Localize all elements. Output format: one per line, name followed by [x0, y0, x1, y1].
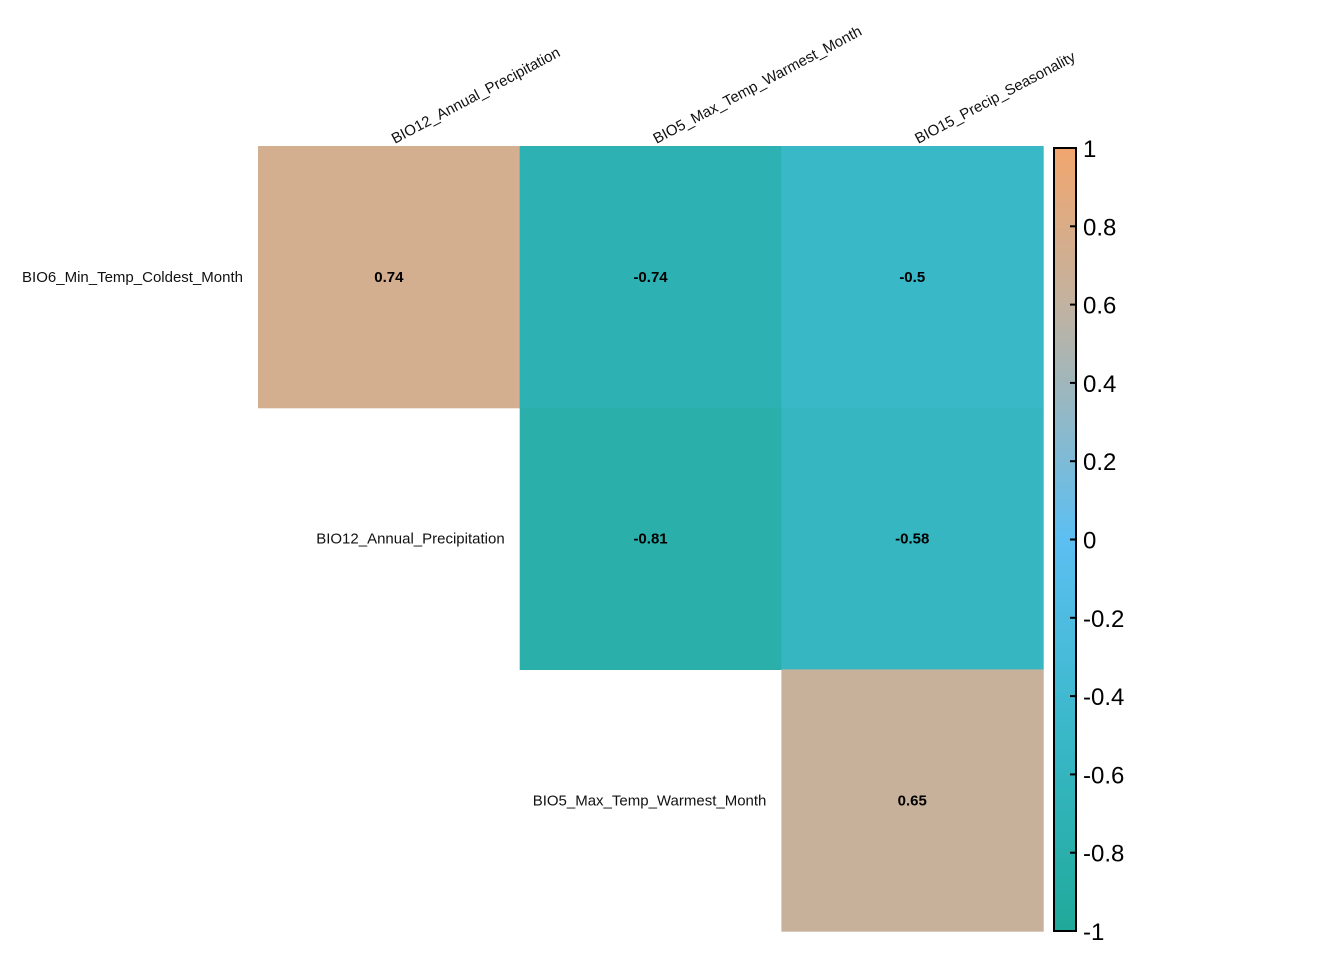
colorbar-tick-label: -0.2 — [1083, 606, 1124, 633]
colorbar-tick-label: 0.6 — [1083, 293, 1116, 320]
heatmap-cell — [781, 146, 1044, 409]
colorbar-tick-label: 0.2 — [1083, 449, 1116, 476]
colorbar-tick-label: 0 — [1083, 528, 1096, 555]
colorbar-tick-label: 0.4 — [1083, 371, 1116, 398]
cell-value-label: -0.74 — [633, 269, 668, 286]
heatmap-cell — [781, 669, 1044, 932]
heatmap-cell — [519, 407, 782, 670]
heatmap-cells: 0.74 -0.74 -0.5 -0.81 -0.58 0.65 — [258, 146, 1044, 932]
cell-value-label: 0.65 — [898, 792, 927, 809]
row-label: BIO5_Max_Temp_Warmest_Month — [533, 792, 767, 809]
column-labels: BIO12_Annual_Precipitation BIO5_Max_Temp_… — [389, 23, 1079, 148]
colorbar-tick-label: -1 — [1083, 919, 1104, 946]
heatmap-cell — [781, 407, 1044, 670]
column-label: BIO15_Precip_Seasonality — [912, 48, 1079, 147]
cell-value-label: 0.74 — [374, 269, 404, 286]
colorbar-tick-label: -0.6 — [1083, 762, 1124, 789]
colorbar-tick-label: 0.8 — [1083, 214, 1116, 241]
colorbar: 1 0.8 0.6 0.4 0.2 0 -0.2 -0.4 -0.6 -0.8 -1 — [1053, 136, 1124, 946]
cell-value-label: -0.81 — [633, 531, 667, 548]
cell-value-label: -0.58 — [895, 531, 929, 548]
colorbar-tick-label: -0.4 — [1083, 684, 1124, 711]
column-label: BIO5_Max_Temp_Warmest_Month — [650, 23, 864, 148]
row-label: BIO6_Min_Temp_Coldest_Month — [22, 269, 243, 286]
heatmap-cell — [258, 146, 521, 409]
cell-value-label: -0.5 — [899, 269, 925, 286]
colorbar-tick-label: 1 — [1083, 136, 1096, 163]
column-label: BIO12_Annual_Precipitation — [389, 44, 563, 147]
heatmap-cell — [519, 146, 782, 409]
colorbar-tick-label: -0.8 — [1083, 841, 1124, 868]
row-labels: BIO6_Min_Temp_Coldest_Month BIO12_Annual_… — [22, 269, 766, 809]
row-label: BIO12_Annual_Precipitation — [316, 531, 504, 548]
